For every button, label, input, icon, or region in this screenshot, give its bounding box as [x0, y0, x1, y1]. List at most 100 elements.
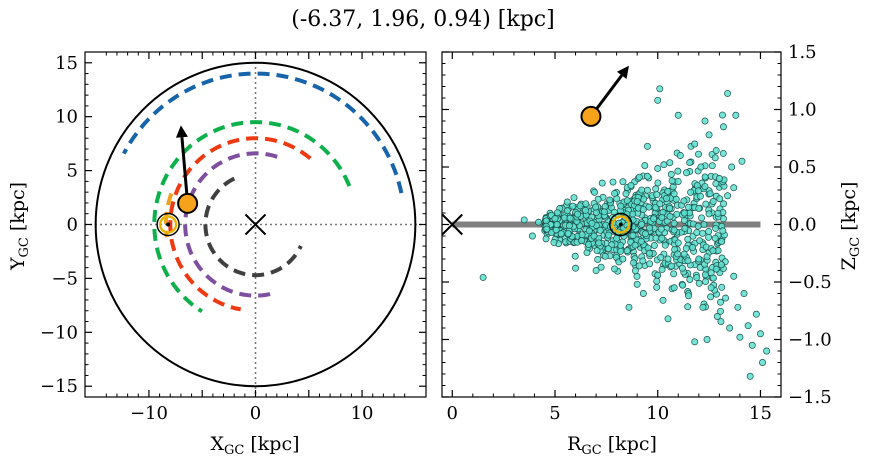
star-point [604, 245, 612, 253]
star-point [654, 96, 662, 104]
star-point [553, 221, 561, 228]
star-point [670, 219, 678, 227]
star-point [680, 209, 688, 217]
right-panel: 0 5 10 15 −1.5 −1.0 −0.5 0.0 0.5 1.0 1.5 RGC [kpc]… [441, 42, 863, 458]
star-point [656, 85, 664, 93]
star-point [542, 235, 550, 243]
star-point [658, 234, 666, 242]
star-point [622, 190, 630, 198]
star-point [711, 234, 719, 242]
star-point [691, 140, 699, 148]
left-xtick-label: 10 [351, 403, 374, 424]
star-point [673, 210, 681, 218]
star-point [730, 272, 738, 280]
star-point [711, 154, 719, 162]
star-point [565, 222, 573, 230]
star-point [714, 209, 722, 217]
star-point [479, 273, 487, 281]
star-point [596, 226, 604, 234]
spiral-arm-2 [168, 136, 312, 312]
right-xtick-label: 5 [549, 403, 560, 424]
star-point [594, 195, 602, 203]
star-point [652, 204, 659, 211]
star-point [752, 310, 760, 318]
left-y-axis-label: YGC [kpc] [7, 182, 32, 271]
right-xtick-label: 10 [646, 403, 669, 424]
star-point [705, 233, 713, 241]
star-point [682, 244, 690, 252]
right-ytick-label: 1.0 [788, 100, 817, 121]
star-point [703, 336, 711, 343]
star-point [707, 293, 715, 301]
star-point [528, 232, 536, 240]
spiral-arm-4 [164, 192, 174, 238]
star-point [641, 230, 649, 238]
star-point [630, 259, 637, 267]
star-point [672, 195, 680, 203]
star-point [578, 231, 586, 239]
star-point [605, 231, 612, 239]
star-point [658, 265, 666, 273]
star-point [719, 149, 727, 157]
star-point [623, 197, 631, 205]
star-point [659, 296, 667, 304]
right-ticks: 0 5 10 15 −1.5 −1.0 −0.5 0.0 0.5 1.0 1.5 [442, 42, 832, 424]
star-point [680, 197, 688, 205]
star-point [674, 167, 682, 175]
left-panel: −10 0 10 −15 −10 −5 0 5 10 15 XGC [kpc] YGC [kpc] [7, 51, 427, 458]
star-point [638, 220, 646, 228]
star-point [684, 257, 692, 265]
star-point [639, 206, 647, 213]
star-point [656, 200, 664, 208]
star-point [644, 172, 651, 180]
star-point [720, 215, 727, 223]
right-ytick-label: −1.0 [788, 330, 832, 351]
star-point [569, 202, 577, 210]
star-point [653, 283, 661, 291]
left-ytick-label: 10 [55, 107, 78, 128]
star-point [660, 161, 668, 169]
star-point [629, 231, 637, 239]
right-ytick-label: 0.0 [788, 215, 817, 236]
star-point [666, 159, 674, 167]
star-point [712, 180, 720, 188]
star-point [707, 269, 715, 277]
star-point [757, 330, 764, 338]
star-point [611, 189, 619, 197]
star-point [592, 203, 600, 211]
star-point [646, 249, 653, 257]
star-point [661, 241, 669, 249]
star-point [553, 209, 561, 217]
star-point [684, 235, 692, 243]
star-point [693, 229, 701, 236]
star-point [712, 147, 720, 154]
star-point [730, 184, 738, 192]
star-point [702, 200, 710, 208]
star-point [631, 241, 639, 249]
star-point [564, 230, 572, 237]
sun-center-dot [618, 222, 623, 227]
star-point [738, 157, 746, 165]
star-point [572, 264, 579, 272]
star-point [664, 315, 672, 323]
star-point [566, 214, 574, 222]
star-point [590, 232, 598, 240]
star-point [740, 290, 748, 297]
star-point [600, 208, 608, 216]
star-point [613, 234, 621, 242]
star-point [719, 111, 726, 119]
star-point [635, 173, 643, 181]
star-point [709, 247, 717, 255]
star-point [585, 227, 593, 235]
galaxy-boundary-circle [94, 61, 417, 388]
star-point [736, 333, 744, 341]
star-point [625, 303, 633, 311]
star-point [701, 183, 709, 190]
left-ytick-label: −5 [51, 268, 78, 289]
star-point [646, 260, 654, 268]
star-point [683, 169, 690, 177]
star-point [606, 196, 614, 204]
star-point [657, 225, 665, 233]
star-point [670, 284, 678, 292]
star-point [685, 203, 692, 211]
